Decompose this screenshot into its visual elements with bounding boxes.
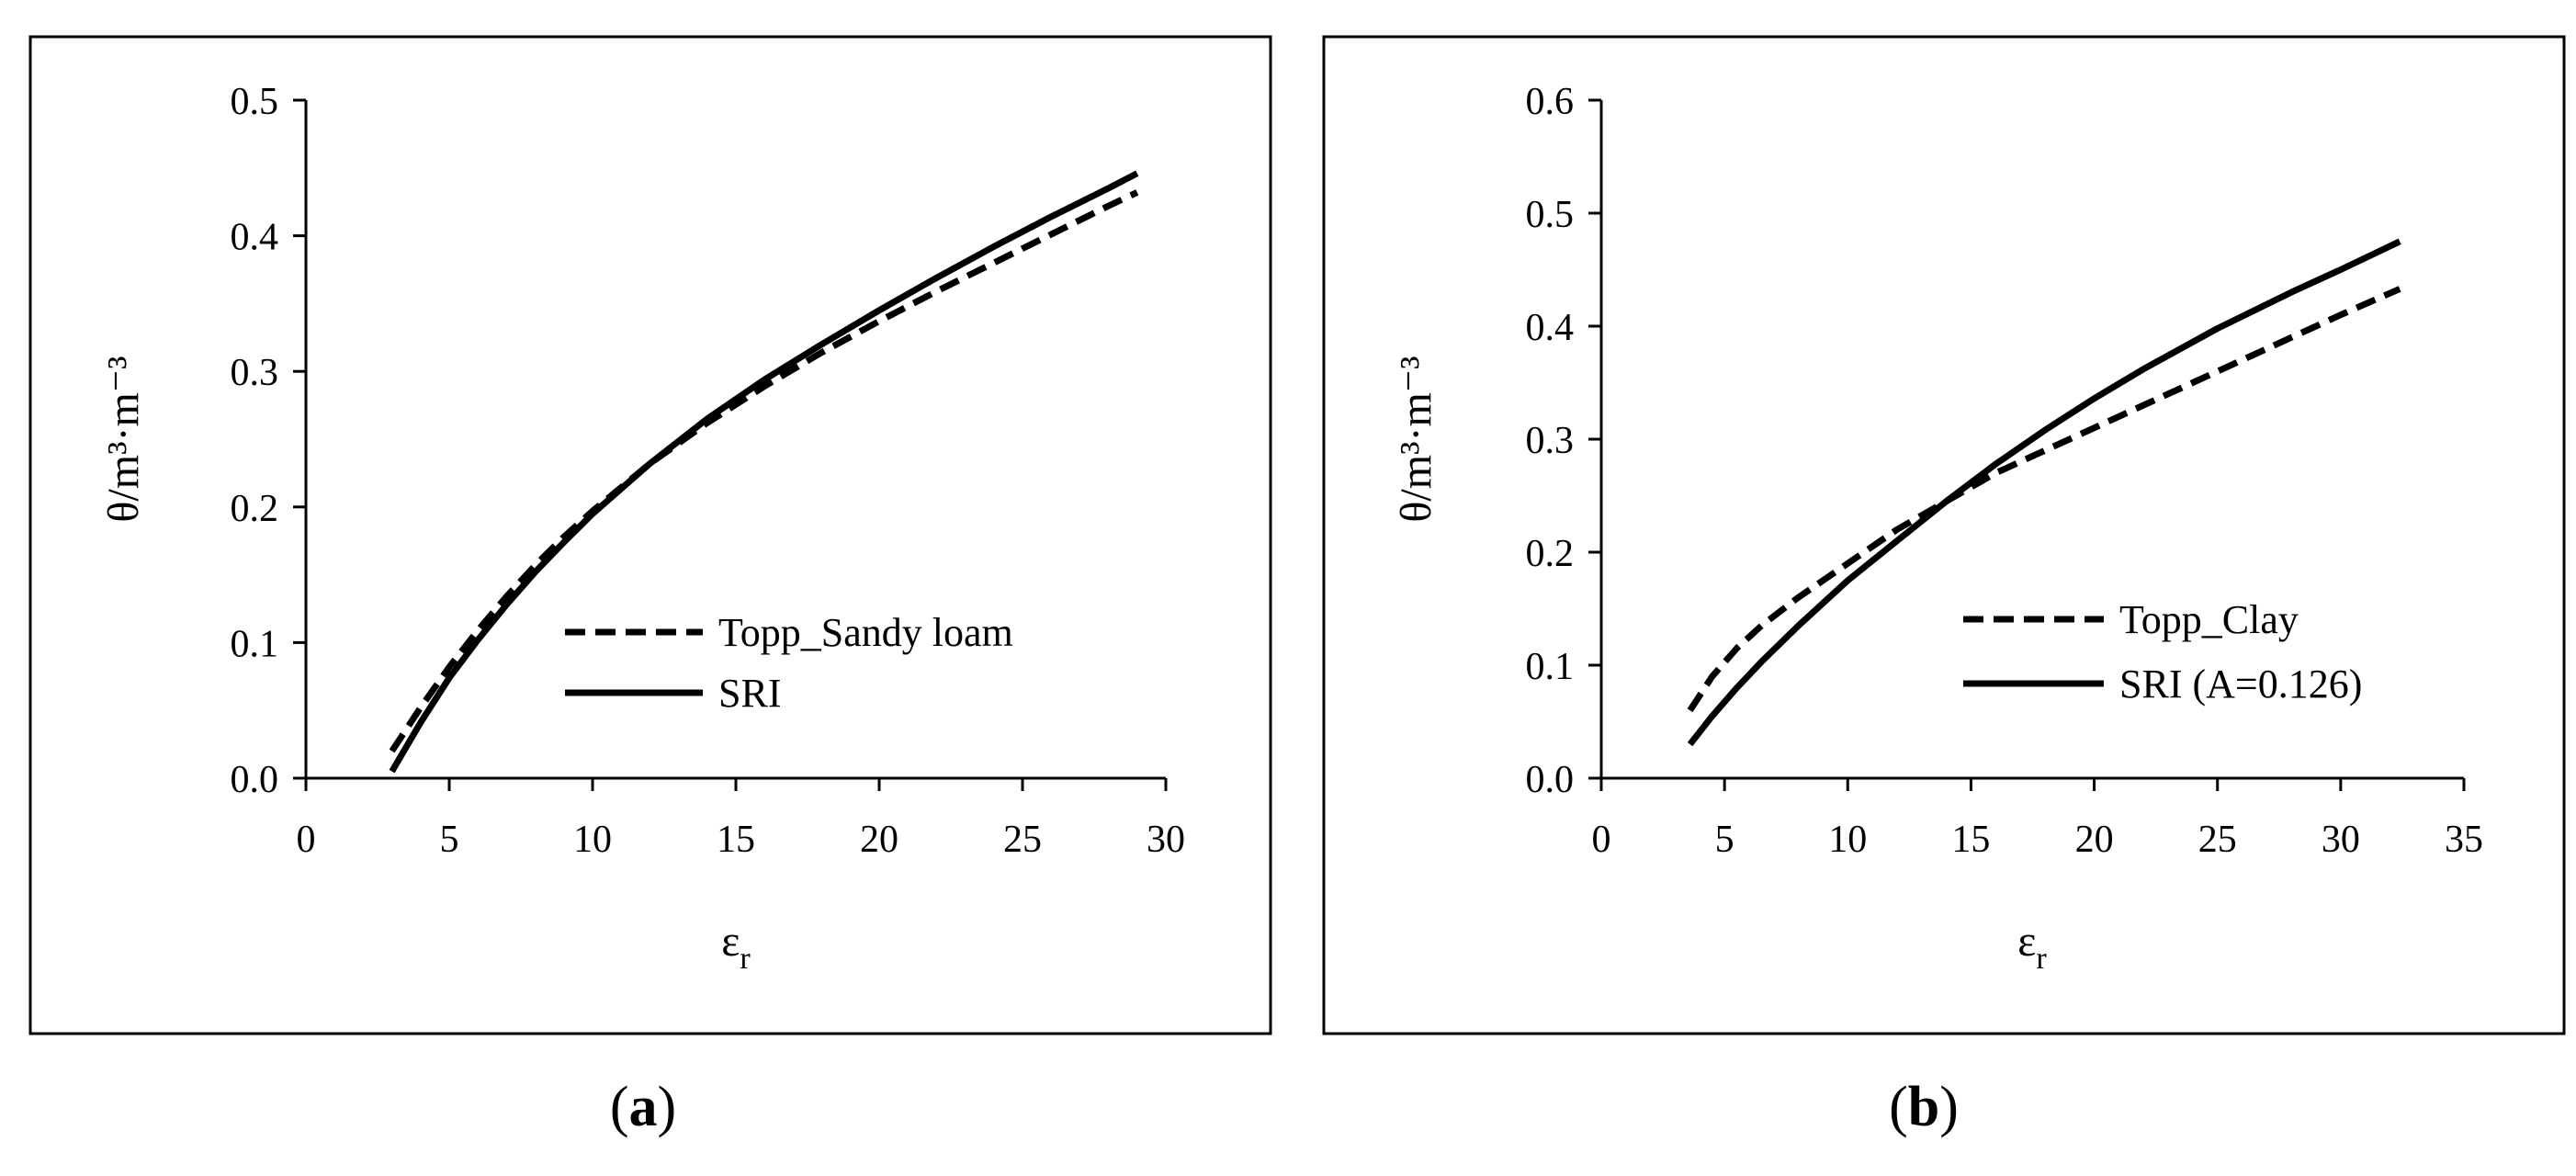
legend-label-2: SRI (A=0.126) xyxy=(2119,662,2362,707)
x-tick-label: 10 xyxy=(1828,819,1867,861)
series-line-1 xyxy=(389,189,1139,753)
y-tick-label: 0.1 xyxy=(1526,646,1575,688)
x-tick-label: 15 xyxy=(1951,819,1990,861)
y-tick-label: 0.0 xyxy=(1526,759,1575,801)
series-line-2 xyxy=(1687,238,2401,747)
y-tick-label: 0.0 xyxy=(231,759,279,801)
panel-label: (a) xyxy=(610,1076,676,1138)
x-tick-label: 20 xyxy=(860,819,898,861)
x-tick-label: 15 xyxy=(717,819,755,861)
y-axis-label: θ/m³·m⁻³ xyxy=(99,356,148,522)
x-tick-label: 30 xyxy=(1147,819,1185,861)
legend-label-2: SRI xyxy=(718,671,781,716)
x-tick-label: 35 xyxy=(2445,819,2483,861)
panel-frame xyxy=(1322,35,2566,1035)
x-axis-label: εr xyxy=(2017,917,2047,976)
y-tick-label: 0.2 xyxy=(231,488,279,530)
x-tick-label: 30 xyxy=(2322,819,2360,861)
y-tick-label: 0.1 xyxy=(231,623,279,665)
series-line-2 xyxy=(389,170,1139,774)
y-tick-label: 0.6 xyxy=(1526,81,1575,123)
x-tick-label: 5 xyxy=(1715,819,1734,861)
y-axis-label: θ/m³·m⁻³ xyxy=(1392,356,1441,522)
x-tick-label: 5 xyxy=(440,819,459,861)
y-tick-label: 0.5 xyxy=(231,81,279,123)
panel-label: (b) xyxy=(1889,1076,1959,1138)
y-tick-label: 0.4 xyxy=(1526,307,1575,349)
x-tick-label: 25 xyxy=(2198,819,2237,861)
y-tick-label: 0.2 xyxy=(1526,533,1575,575)
panel-frame xyxy=(28,35,1272,1035)
x-tick-label: 25 xyxy=(1003,819,1042,861)
y-tick-label: 0.5 xyxy=(1526,194,1575,236)
x-tick-label: 10 xyxy=(573,819,612,861)
x-tick-label: 20 xyxy=(2075,819,2114,861)
x-axis-label: εr xyxy=(721,917,751,976)
y-tick-label: 0.3 xyxy=(231,352,279,394)
legend-label-1: Topp_Clay xyxy=(2119,597,2299,642)
y-tick-label: 0.4 xyxy=(231,217,279,259)
series-line-1 xyxy=(1687,286,2401,713)
x-tick-label: 0 xyxy=(1592,819,1611,861)
panel-b: 0.0 0.1 0.2 0.3 0.4 0.5 0.6 0 5 10 15 20 25 30 35 Topp_… xyxy=(1322,35,2566,1138)
legend-label-1: Topp_Sandy loam xyxy=(718,610,1013,655)
y-tick-label: 0.3 xyxy=(1526,420,1575,462)
x-tick-label: 0 xyxy=(297,819,316,861)
panel-a: 0.0 0.1 0.2 0.3 0.4 0.5 0 5 10 15 20 25 30 Topp_Sandy… xyxy=(28,35,1272,1138)
